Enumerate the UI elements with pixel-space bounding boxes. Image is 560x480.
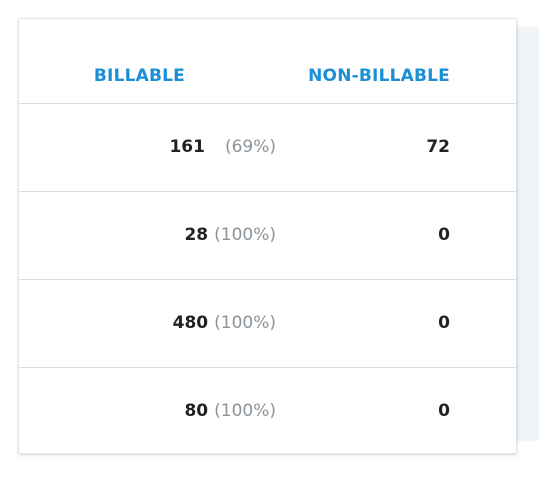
billable-percent: (100%)	[214, 225, 276, 245]
column-header-non-billable[interactable]: NON-BILLABLE	[308, 66, 450, 86]
billable-percent: (100%)	[214, 401, 276, 421]
table-row: 480 (100%) 0	[19, 280, 516, 368]
table-row: 28 (100%) 0	[19, 192, 516, 280]
billable-cell: 161 (69%)	[169, 137, 276, 157]
non-billable-value: 0	[438, 401, 450, 421]
non-billable-value: 0	[438, 313, 450, 333]
table-row: 80 (100%) 0	[19, 368, 516, 456]
table-header: BILLABLE NON-BILLABLE	[19, 19, 516, 104]
billable-cell: 28 (100%)	[184, 225, 276, 245]
billable-percent: (69%)	[224, 137, 276, 157]
column-header-billable[interactable]: BILLABLE	[93, 66, 185, 86]
non-billable-value: 0	[438, 225, 450, 245]
billable-value: 28	[184, 225, 209, 245]
table-row: 161 (69%) 72	[19, 104, 516, 192]
billing-summary-table: BILLABLE NON-BILLABLE 161 (69%) 72 28 (1…	[18, 18, 517, 454]
billable-value: 161	[169, 137, 205, 157]
billable-percent: (100%)	[214, 313, 276, 333]
billable-value: 480	[172, 313, 209, 333]
adjacent-panel-edge	[517, 27, 539, 441]
billable-value: 80	[184, 401, 209, 421]
billable-cell: 480 (100%)	[173, 313, 276, 333]
billable-cell: 80 (100%)	[184, 401, 276, 421]
non-billable-value: 72	[426, 137, 450, 157]
